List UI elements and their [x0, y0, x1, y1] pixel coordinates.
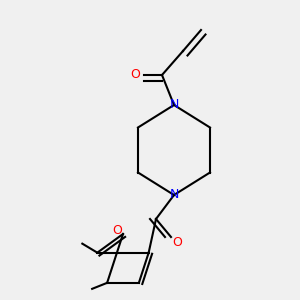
Text: O: O: [112, 224, 122, 238]
Text: O: O: [172, 236, 182, 250]
Text: N: N: [169, 188, 179, 202]
Text: O: O: [130, 68, 140, 82]
Text: N: N: [169, 98, 179, 112]
